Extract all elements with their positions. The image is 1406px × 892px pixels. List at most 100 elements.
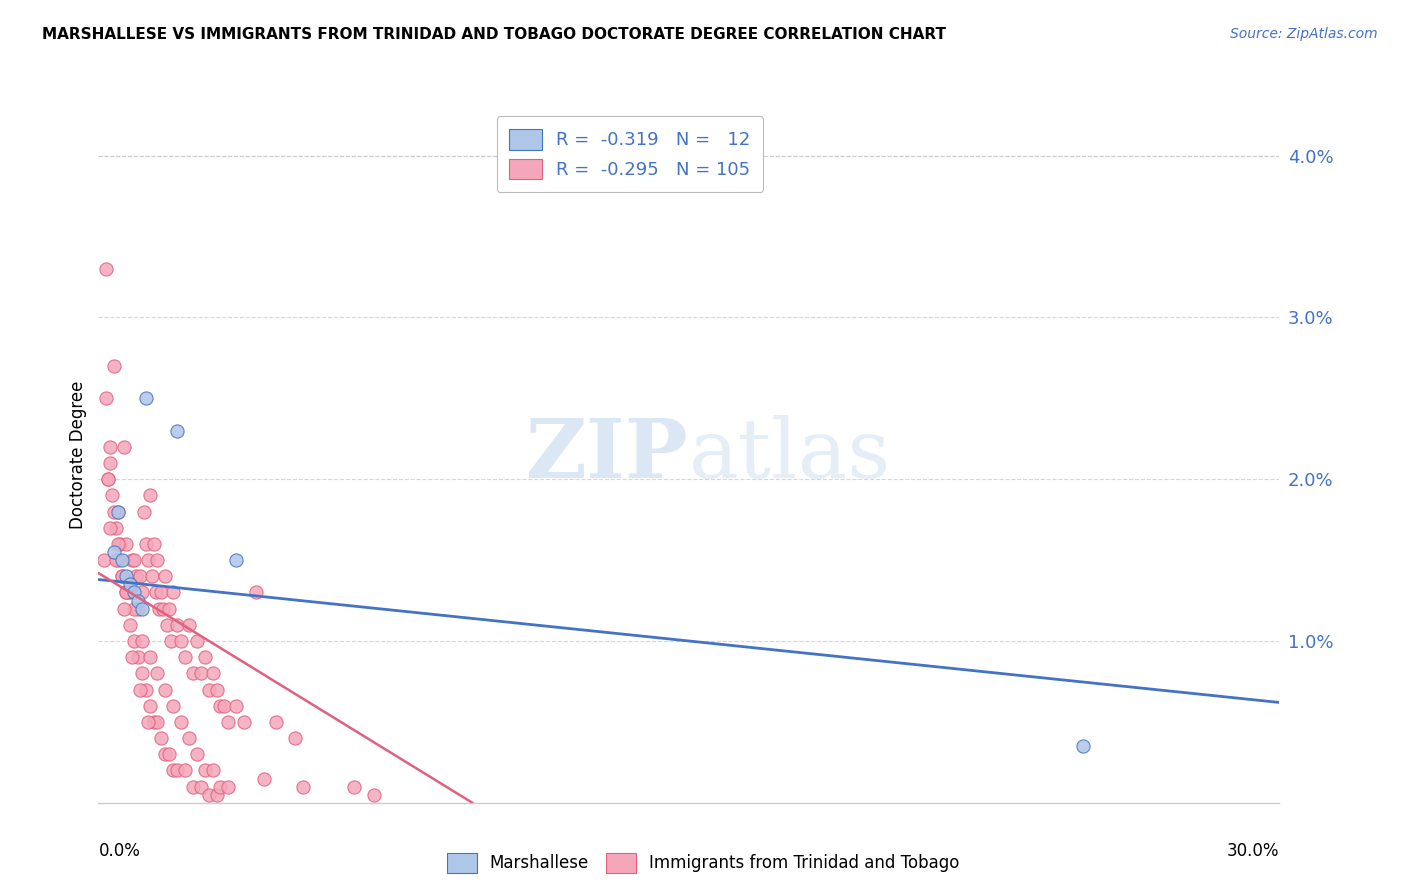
Point bbox=[181, 780, 204, 794]
Point bbox=[98, 456, 121, 470]
Point bbox=[284, 731, 307, 745]
Point bbox=[205, 682, 228, 697]
Point bbox=[155, 682, 177, 697]
Point bbox=[121, 650, 143, 665]
Point bbox=[205, 788, 228, 802]
Point bbox=[122, 634, 145, 648]
Point bbox=[131, 666, 153, 681]
Point bbox=[127, 650, 149, 665]
Point bbox=[118, 585, 141, 599]
Point bbox=[160, 634, 183, 648]
Point bbox=[112, 601, 135, 615]
Point bbox=[209, 698, 232, 713]
Point bbox=[145, 585, 167, 599]
Point bbox=[127, 601, 149, 615]
Point bbox=[146, 714, 169, 729]
Point bbox=[118, 577, 141, 591]
Point bbox=[131, 585, 153, 599]
Point bbox=[186, 634, 208, 648]
Point bbox=[115, 585, 138, 599]
Point bbox=[225, 553, 247, 567]
Point bbox=[103, 359, 125, 373]
Point bbox=[142, 714, 165, 729]
Point bbox=[162, 764, 184, 778]
Point bbox=[201, 764, 224, 778]
Point bbox=[98, 440, 121, 454]
Point bbox=[194, 764, 217, 778]
Point bbox=[150, 731, 173, 745]
Point bbox=[105, 553, 128, 567]
Point bbox=[128, 569, 150, 583]
Point bbox=[363, 788, 385, 802]
Text: Source: ZipAtlas.com: Source: ZipAtlas.com bbox=[1230, 27, 1378, 41]
Point bbox=[135, 682, 157, 697]
Point bbox=[115, 569, 138, 583]
Point bbox=[166, 617, 188, 632]
Point bbox=[152, 601, 174, 615]
Point bbox=[156, 617, 179, 632]
Point bbox=[166, 764, 188, 778]
Point bbox=[170, 714, 193, 729]
Point bbox=[125, 569, 148, 583]
Point bbox=[111, 553, 134, 567]
Point bbox=[122, 553, 145, 567]
Point bbox=[146, 666, 169, 681]
Point bbox=[97, 472, 120, 486]
Point bbox=[107, 537, 129, 551]
Point bbox=[157, 601, 180, 615]
Text: ZIP: ZIP bbox=[526, 415, 689, 495]
Point bbox=[136, 714, 159, 729]
Legend: Marshallese, Immigrants from Trinidad and Tobago: Marshallese, Immigrants from Trinidad an… bbox=[440, 847, 966, 880]
Point bbox=[115, 537, 138, 551]
Point bbox=[162, 585, 184, 599]
Point bbox=[111, 569, 134, 583]
Point bbox=[128, 682, 150, 697]
Point bbox=[96, 261, 118, 276]
Point bbox=[217, 714, 239, 729]
Point bbox=[141, 569, 163, 583]
Y-axis label: Doctorate Degree: Doctorate Degree bbox=[69, 381, 87, 529]
Point bbox=[131, 634, 153, 648]
Point bbox=[103, 545, 125, 559]
Text: 30.0%: 30.0% bbox=[1227, 842, 1279, 860]
Point bbox=[105, 521, 128, 535]
Point bbox=[122, 585, 145, 599]
Text: MARSHALLESE VS IMMIGRANTS FROM TRINIDAD AND TOBAGO DOCTORATE DEGREE CORRELATION : MARSHALLESE VS IMMIGRANTS FROM TRINIDAD … bbox=[42, 27, 946, 42]
Legend: R =  -0.319   N =   12, R =  -0.295   N = 105: R = -0.319 N = 12, R = -0.295 N = 105 bbox=[496, 116, 763, 192]
Point bbox=[122, 601, 145, 615]
Point bbox=[108, 537, 131, 551]
Point bbox=[190, 780, 212, 794]
Point bbox=[177, 731, 200, 745]
Point bbox=[101, 488, 124, 502]
Point bbox=[117, 585, 139, 599]
Point bbox=[225, 698, 247, 713]
Point bbox=[162, 698, 184, 713]
Point bbox=[253, 772, 276, 786]
Point bbox=[138, 488, 160, 502]
Point bbox=[148, 601, 170, 615]
Point bbox=[174, 650, 197, 665]
Point bbox=[181, 666, 204, 681]
Point bbox=[174, 764, 197, 778]
Point bbox=[121, 553, 143, 567]
Point bbox=[217, 780, 239, 794]
Point bbox=[98, 521, 121, 535]
Point bbox=[264, 714, 287, 729]
Text: 0.0%: 0.0% bbox=[98, 842, 141, 860]
Point bbox=[150, 585, 173, 599]
Point bbox=[186, 747, 208, 762]
Point bbox=[118, 617, 141, 632]
Point bbox=[93, 553, 115, 567]
Point bbox=[170, 634, 193, 648]
Point bbox=[343, 780, 366, 794]
Point bbox=[197, 788, 219, 802]
Text: atlas: atlas bbox=[689, 415, 891, 495]
Point bbox=[138, 698, 160, 713]
Point bbox=[138, 650, 160, 665]
Point bbox=[97, 472, 120, 486]
Point bbox=[112, 440, 135, 454]
Point bbox=[245, 585, 267, 599]
Point bbox=[131, 601, 153, 615]
Point bbox=[107, 553, 129, 567]
Point bbox=[155, 569, 177, 583]
